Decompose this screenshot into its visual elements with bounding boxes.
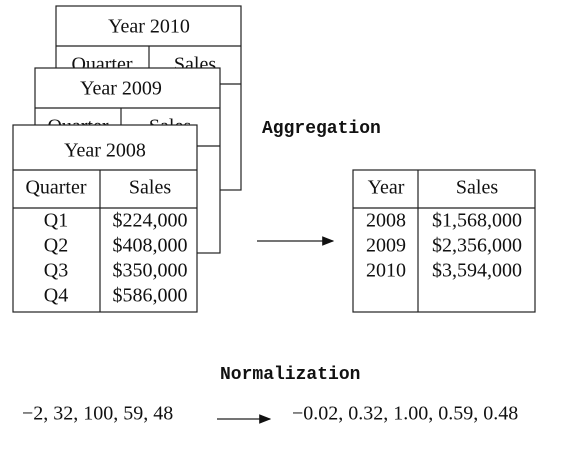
cell: Q4 [44,285,68,307]
table-title: Year 2009 [80,78,162,100]
cell: $408,000 [113,235,188,257]
cell: 2010 [366,260,406,282]
normalization-output: −0.02, 0.32, 1.00, 0.59, 0.48 [292,403,518,425]
aggregation-label: Aggregation [262,119,381,139]
cell: $350,000 [113,260,188,282]
cell: $2,356,000 [432,235,522,257]
cell: $1,568,000 [432,210,522,232]
column-header: Sales [129,177,171,199]
cell: 2008 [366,210,406,232]
cell: Q3 [44,260,68,282]
normalization-label: Normalization [220,365,360,385]
cell: $586,000 [113,285,188,307]
table-2008: Year 2008 Quarter Sales Q1 $224,000 Q2 $408… [12,124,198,313]
cell: 2009 [366,235,406,257]
column-header: Quarter [25,177,86,199]
output-table: Year Sales 2008 $1,568,000 2009 $2,356,000 2… [352,169,536,313]
column-header: Sales [456,177,498,199]
cell: $3,594,000 [432,260,522,282]
cell: Q1 [44,210,68,232]
cell: $224,000 [113,210,188,232]
table-title: Year 2010 [108,16,190,38]
normalization-input: −2, 32, 100, 59, 48 [22,403,173,425]
table-title: Year 2008 [64,140,146,162]
cell: Q2 [44,235,68,257]
column-header: Year [368,177,405,199]
